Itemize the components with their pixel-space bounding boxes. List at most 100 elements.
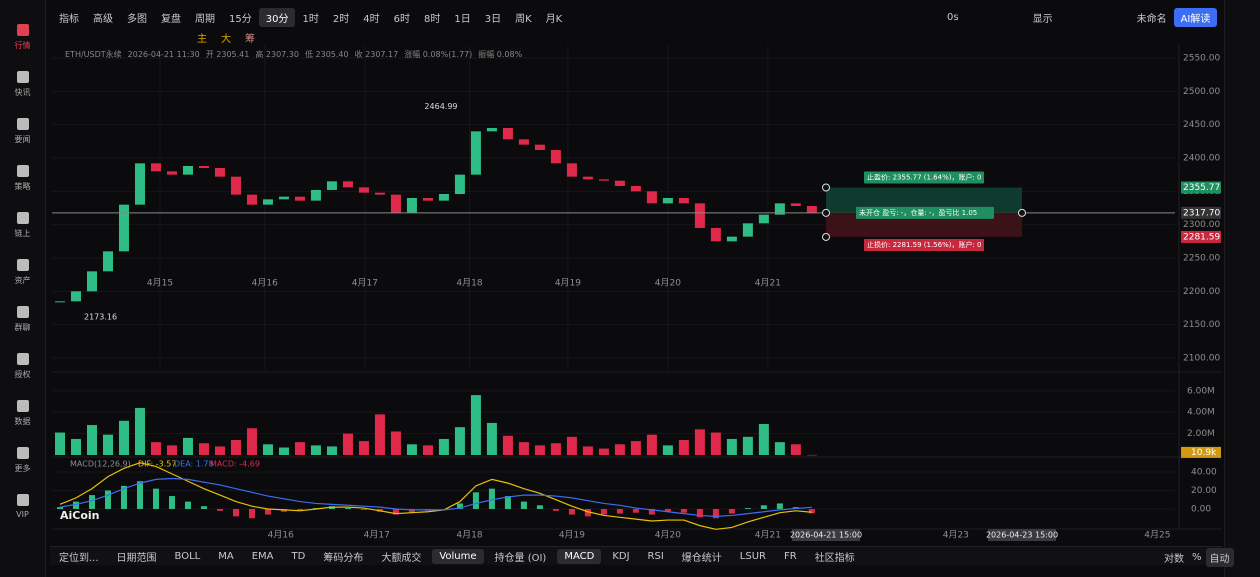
toolbar-button[interactable]: 未命名 — [1136, 14, 1167, 25]
candle — [630, 186, 641, 192]
period-button[interactable]: 15分 — [229, 14, 252, 25]
order-label-bg — [864, 238, 984, 251]
candle — [102, 251, 113, 272]
nav-label: 链上 — [14, 229, 31, 238]
axis-option[interactable]: 自动 — [1205, 548, 1234, 567]
indicator-tab[interactable]: MA — [218, 550, 234, 562]
nav-item[interactable]: 行情 — [15, 24, 31, 71]
nav-item[interactable]: VIP — [16, 494, 29, 541]
indicator-tab[interactable]: 大额成交 — [381, 552, 422, 564]
indicator-tab[interactable]: 社区指标 — [814, 552, 855, 564]
volume-bar — [54, 432, 65, 455]
price-tag — [1181, 230, 1221, 243]
tool-button[interactable]: 筹 — [245, 34, 255, 45]
nav-item[interactable]: 授权 — [15, 353, 31, 400]
macd-bar — [248, 508, 255, 519]
candle — [774, 203, 785, 215]
nav-label: 要闻 — [14, 135, 31, 144]
toolbar-button[interactable]: 高级 — [93, 14, 113, 25]
period-button[interactable]: 6时 — [393, 14, 410, 25]
candle — [294, 196, 305, 201]
order-label: 止盈价: 2355.77 (1.64%)，账户: 0 — [867, 172, 982, 181]
indicator-tab[interactable]: MACD — [557, 548, 602, 564]
indicator-tab[interactable]: 定位到... — [59, 552, 99, 564]
candle — [166, 171, 177, 175]
volume-bar — [118, 420, 129, 455]
period-button[interactable]: 1时 — [302, 14, 319, 25]
time-label: 4月25 — [1144, 530, 1170, 541]
indicator-tab[interactable]: RSI — [647, 550, 664, 562]
macd-bar — [632, 508, 639, 513]
period-button[interactable]: 1日 — [454, 14, 471, 25]
candle — [470, 131, 481, 175]
axis-option[interactable]: % — [1192, 552, 1202, 563]
indicator-tab[interactable]: 爆仓统计 — [681, 552, 722, 564]
volume-bar — [646, 434, 657, 455]
nav-item[interactable]: 快讯 — [15, 71, 31, 118]
macd-legend: MACD: -4.69 — [210, 460, 260, 469]
time-label: 4月17 — [364, 530, 390, 541]
nav-icon — [16, 118, 29, 130]
time-label: 4月21 — [755, 530, 781, 541]
toolbar-button[interactable]: 显示 — [1032, 14, 1053, 25]
toolbar-button[interactable]: 0s — [947, 12, 959, 23]
volume-bar — [246, 428, 257, 455]
period-button[interactable]: 8时 — [423, 14, 441, 25]
indicator-tab[interactable]: LSUR — [739, 550, 766, 562]
candle — [246, 194, 257, 205]
x-tick-label: 4月16 — [252, 278, 278, 289]
toolbar-button[interactable]: 复盘 — [161, 14, 181, 25]
candle — [422, 198, 433, 201]
nav-icon — [16, 353, 29, 365]
period-button[interactable]: 月K — [545, 14, 563, 25]
volume-bar — [694, 429, 705, 455]
indicator-tab[interactable]: TD — [291, 550, 306, 562]
toolbar-button[interactable]: 指标 — [59, 14, 79, 25]
nav-item[interactable]: 资产 — [15, 259, 31, 306]
period-button[interactable]: 30分 — [258, 8, 296, 27]
nav-item[interactable]: 要闻 — [15, 118, 31, 165]
y-tick-label: 20.00 — [1191, 486, 1217, 496]
indicator-tab[interactable]: 日期范围 — [116, 552, 157, 564]
nav-item[interactable]: 链上 — [15, 212, 31, 259]
tool-button[interactable]: 主 — [197, 34, 207, 45]
indicator-tab[interactable]: FR — [783, 550, 797, 562]
axis-option[interactable]: 对数 — [1164, 554, 1184, 565]
indicator-tab[interactable]: EMA — [251, 550, 274, 562]
nav-icon — [16, 212, 29, 224]
macd-bar — [120, 485, 127, 509]
period-button[interactable]: 周K — [515, 14, 532, 25]
candle — [518, 139, 529, 145]
period-button[interactable]: 4时 — [363, 14, 380, 25]
volume-bar — [662, 445, 673, 455]
volume-bar — [390, 431, 401, 455]
nav-label: 行情 — [14, 41, 31, 50]
indicator-tab[interactable]: KDJ — [612, 550, 630, 562]
info-item: 振幅 0.08% — [478, 50, 523, 59]
macd-bar — [344, 508, 351, 509]
period-button[interactable]: 2时 — [332, 14, 350, 25]
nav-item[interactable]: 数据 — [15, 400, 31, 447]
nav-item[interactable]: 更多 — [15, 447, 31, 494]
volume-bar — [86, 425, 97, 455]
toolbar-button[interactable]: 多图 — [127, 14, 147, 25]
candle — [310, 190, 321, 201]
nav-item[interactable]: 群聊 — [15, 306, 31, 353]
indicator-tab[interactable]: Volume — [432, 548, 484, 564]
nav-item[interactable]: 策略 — [15, 165, 31, 212]
macd-bar — [88, 495, 95, 509]
volume-bar — [166, 445, 177, 455]
extreme-label: 2464.99 — [424, 102, 457, 111]
period-button[interactable]: 3日 — [484, 14, 502, 25]
macd-bar — [232, 508, 239, 517]
toolbar-button[interactable]: AI解读 — [1173, 8, 1218, 27]
bottom-bar: 定位到... 日期范围 BOLL MA EMA TD 筹码分布 大额成交 Volume 持仓量 (… — [50, 546, 1222, 565]
info-item: 涨幅 0.08%(1.77) — [404, 50, 473, 59]
drawing-toolbar: 主大筹 — [190, 28, 262, 47]
period-button[interactable]: 周期 — [195, 14, 215, 25]
indicator-tab[interactable]: 筹码分布 — [323, 552, 364, 564]
macd-bar — [536, 505, 543, 509]
tool-button[interactable]: 大 — [221, 34, 231, 45]
indicator-tab[interactable]: 持仓量 (OI) — [494, 552, 547, 564]
indicator-tab[interactable]: BOLL — [174, 550, 201, 562]
